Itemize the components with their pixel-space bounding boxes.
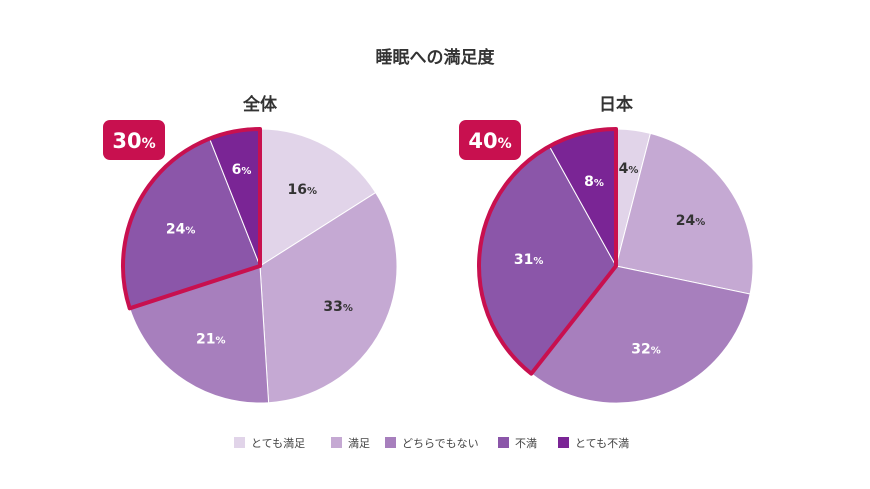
highlight-outline [477, 127, 618, 376]
pie-slice [530, 265, 751, 404]
slice-label: 21% [196, 332, 226, 348]
slice-label: 33% [323, 299, 353, 315]
slice-label: 6% [232, 162, 252, 178]
slice-label: 32% [631, 341, 661, 357]
highlight-badge [103, 120, 165, 160]
slice-label: 31% [514, 252, 544, 268]
pie-title: 全体 [242, 94, 278, 115]
legend-item: 満足 [348, 437, 370, 450]
pie-slice [615, 132, 754, 295]
highlight-outline [121, 127, 262, 311]
slice-label: 24% [676, 213, 706, 229]
slice-label: 16% [287, 182, 317, 198]
pie-title: 日本 [599, 94, 633, 115]
legend-swatch [498, 437, 509, 448]
legend-swatch [234, 437, 245, 448]
slice-label: 4% [619, 161, 639, 177]
highlight-badge-text: 40% [468, 129, 511, 153]
chart-title: 睡眠への満足度 [376, 47, 496, 68]
pie-slice [129, 265, 270, 404]
legend-item: とても不満 [575, 437, 629, 450]
pie-slice [259, 128, 377, 267]
slice-label: 24% [166, 222, 196, 238]
legend-item: 不満 [515, 437, 537, 450]
highlight-badge [459, 120, 521, 160]
legend-item: とても満足 [251, 437, 305, 450]
legend-swatch [385, 437, 396, 448]
legend-item: どちらでもない [402, 437, 479, 450]
legend-swatch [331, 437, 342, 448]
legend-swatch [558, 437, 569, 448]
slice-label: 8% [584, 174, 604, 190]
pie-slice [259, 191, 398, 404]
